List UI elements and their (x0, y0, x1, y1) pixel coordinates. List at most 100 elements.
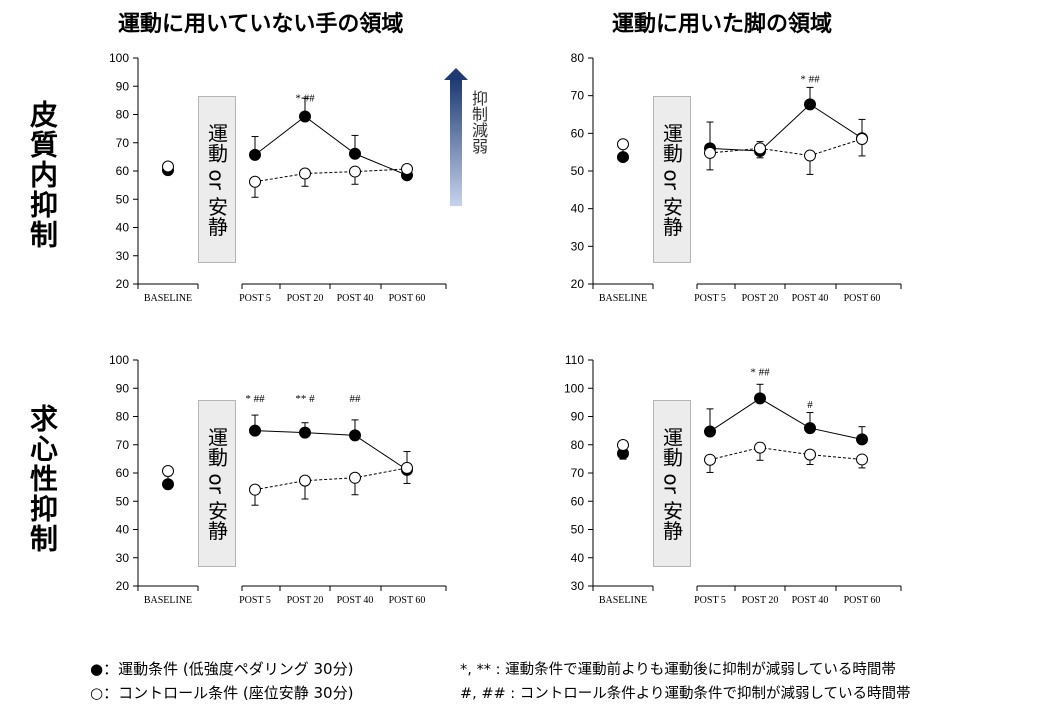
x-tick-label: POST 40 (792, 293, 829, 304)
chart-leg-intracortical: 20 30 40 50 60 70 80 BASELINE POST 5 POST 20 POST … (571, 51, 902, 304)
y-tick-label: 110 (565, 353, 584, 367)
exercise-data-point (856, 433, 868, 446)
y-tick-label: 30 (116, 249, 130, 263)
exercise-series-line (254, 115, 408, 176)
y-tick-label: 30 (571, 579, 585, 593)
y-tick-label: 60 (116, 164, 130, 178)
control-data-point (162, 160, 174, 173)
significance-marker: ** # (295, 393, 315, 405)
row-title-afferent-inhibition: 求心性抑制 (26, 404, 59, 554)
x-tick-label: BASELINE (144, 293, 192, 304)
y-tick-label: 80 (571, 51, 585, 65)
control-series-line (254, 168, 408, 183)
row-title-intracortical-inhibition: 皮質内抑制 (26, 100, 59, 250)
control-data-point (401, 163, 413, 176)
control-series-line (709, 447, 863, 461)
control-data-point (349, 471, 361, 484)
y-tick-label: 60 (571, 494, 585, 508)
exercise-data-point (299, 426, 311, 439)
exercise-or-rest-label: 運動 or 安静 (204, 426, 229, 541)
x-tick-label: POST 20 (742, 595, 779, 606)
control-data-point (704, 453, 716, 466)
significance-marker: * ## (295, 93, 315, 105)
x-tick-label: POST 40 (337, 293, 374, 304)
inhibition-reduction-arrow-icon (442, 68, 470, 208)
control-data-point (401, 461, 413, 474)
legend-exercise-text: ：運動条件 (低強度ペダリング 30分) (103, 660, 354, 678)
y-tick-label: 40 (571, 551, 585, 565)
y-tick-label: 40 (571, 202, 585, 216)
x-tick-label: POST 60 (389, 595, 426, 606)
exercise-data-point (249, 424, 261, 437)
legend-control-text: ：コントロール条件 (座位安静 30分) (103, 684, 354, 702)
y-tick-label: 80 (116, 108, 130, 122)
legend-hash-note: #, ## : コントロール条件より運動条件で抑制が減弱している時間帯 (460, 686, 911, 702)
control-data-point (249, 483, 261, 496)
y-tick-label: 80 (116, 410, 130, 424)
control-data-point (856, 132, 868, 145)
arrow-shaft (450, 80, 462, 206)
x-tick-label: BASELINE (599, 293, 647, 304)
exercise-data-point (804, 98, 816, 111)
y-tick-label: 30 (571, 239, 585, 253)
x-tick-label: POST 20 (287, 293, 324, 304)
control-series-line (254, 467, 408, 491)
chart-hand-afferent: 20 30 40 50 60 70 80 90 100 BASELINE POST 5 POST 20… (109, 353, 447, 606)
y-tick-label: 20 (116, 579, 130, 593)
y-tick-label: 20 (571, 277, 585, 291)
control-data-point (349, 165, 361, 178)
x-tick-label: POST 5 (239, 595, 271, 606)
y-tick-label: 70 (571, 466, 585, 480)
legend-star-note: *, ** : 運動条件で運動前よりも運動後に抑制が減弱している時間帯 (460, 662, 896, 678)
y-tick-label: 70 (116, 438, 130, 452)
exercise-or-rest-box: 運動 or 安静 (198, 400, 236, 567)
exercise-data-point (754, 392, 766, 405)
exercise-or-rest-label: 運動 or 安静 (659, 426, 684, 541)
y-tick-label: 40 (116, 523, 130, 537)
control-data-point (856, 453, 868, 466)
x-tick-label: BASELINE (599, 595, 647, 606)
chart-leg-afferent: 30 40 50 60 70 80 90 100 110 BASELINE POST 5 POST 2… (564, 353, 902, 606)
y-tick-label: 50 (571, 164, 585, 178)
exercise-or-rest-label: 運動 or 安静 (204, 122, 229, 237)
y-tick-label: 50 (116, 192, 130, 206)
y-tick-label: 70 (116, 136, 130, 150)
x-tick-label: POST 20 (287, 595, 324, 606)
open-circle-icon: ○ (90, 684, 104, 702)
y-tick-label: 90 (116, 381, 130, 395)
control-data-point (704, 146, 716, 159)
control-data-point (162, 465, 174, 478)
y-tick-label: 70 (571, 89, 585, 103)
x-tick-label: POST 40 (792, 595, 829, 606)
y-tick-label: 20 (116, 277, 130, 291)
exercise-or-rest-box: 運動 or 安静 (653, 400, 691, 567)
exercise-series-line (709, 397, 863, 440)
y-tick-label: 90 (116, 79, 130, 93)
exercise-data-point (349, 147, 361, 160)
exercise-data-point (249, 148, 261, 161)
x-tick-label: POST 60 (844, 595, 881, 606)
filled-circle-icon: ● (90, 660, 104, 678)
y-tick-label: 90 (571, 410, 585, 424)
y-tick-label: 50 (571, 523, 585, 537)
y-tick-label: 100 (109, 353, 129, 367)
control-data-point (299, 167, 311, 180)
chart-hand-intracortical: 20 30 40 50 60 70 80 90 100 BASELINE POST 5 POST 20… (109, 51, 447, 304)
exercise-data-point (804, 422, 816, 435)
exercise-data-point (704, 425, 716, 438)
arrow-label: 抑制減弱 (469, 90, 488, 154)
significance-marker: # (807, 399, 813, 411)
exercise-data-point (299, 110, 311, 123)
exercise-data-point (349, 429, 361, 442)
y-tick-label: 100 (109, 51, 129, 65)
arrow-head (444, 68, 468, 80)
y-tick-label: 60 (116, 466, 130, 480)
x-tick-label: POST 60 (844, 293, 881, 304)
y-tick-label: 60 (571, 126, 585, 140)
exercise-or-rest-box: 運動 or 安静 (198, 96, 236, 263)
legend-exercise: ●：運動条件 (低強度ペダリング 30分) (90, 658, 353, 679)
control-data-point (299, 474, 311, 487)
exercise-or-rest-label: 運動 or 安静 (659, 122, 684, 237)
control-data-point (617, 138, 629, 151)
x-tick-label: POST 5 (694, 595, 726, 606)
